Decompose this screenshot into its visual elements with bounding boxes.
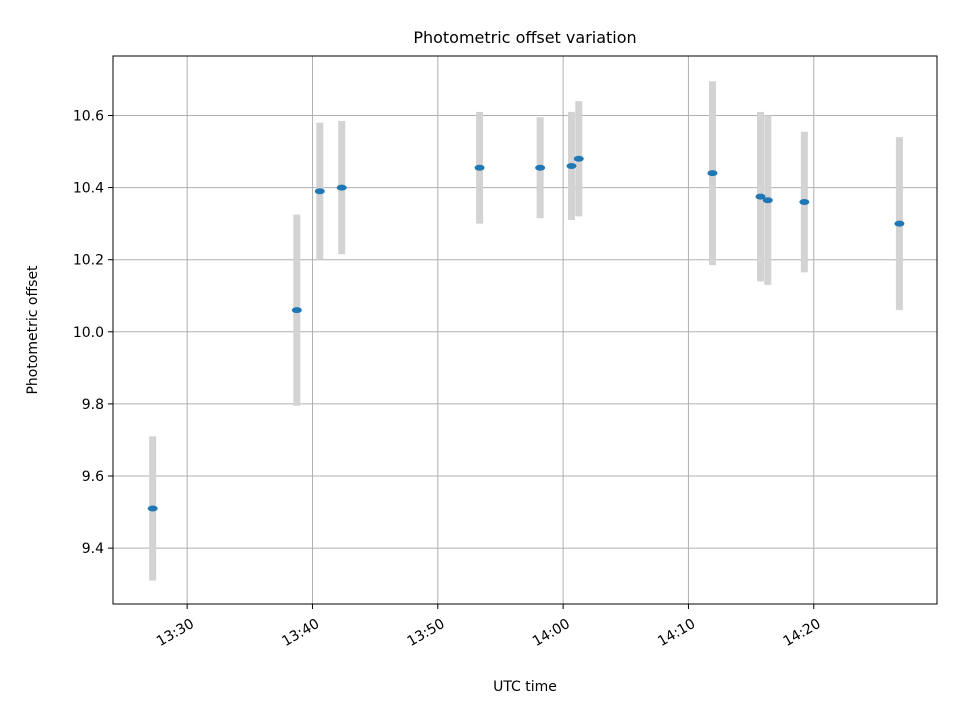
data-point — [799, 199, 810, 206]
x-tick-label: 13:30 — [154, 616, 197, 650]
x-tick-label: 14:20 — [781, 616, 824, 650]
data-point — [535, 164, 546, 171]
grid — [113, 56, 937, 604]
x-tick-label: 14:00 — [530, 616, 573, 650]
data-point — [291, 307, 302, 314]
y-tick-label: 9.6 — [82, 469, 104, 485]
data-point — [314, 188, 325, 195]
data-point — [755, 193, 766, 200]
data-point — [566, 162, 577, 169]
y-tick-label: 10.2 — [73, 253, 104, 269]
y-axis-ticks: 9.4 9.6 9.8 10.0 10.2 10.4 10.6 — [73, 108, 113, 557]
y-tick-label: 10.6 — [73, 108, 104, 124]
plot-frame — [112, 55, 938, 605]
y-tick-label: 9.4 — [82, 541, 104, 557]
y-tick-label: 10.4 — [73, 181, 104, 197]
error-bars — [149, 81, 903, 581]
data-point — [894, 220, 905, 227]
chart-title: Photometric offset variation — [413, 28, 636, 47]
data-point — [573, 155, 584, 162]
data-point — [707, 170, 718, 177]
data-points — [147, 155, 905, 512]
x-tick-label: 13:40 — [279, 616, 322, 650]
data-point — [336, 184, 347, 191]
y-tick-label: 10.0 — [73, 325, 104, 341]
x-tick-label: 14:10 — [655, 616, 698, 650]
x-tick-label: 13:50 — [405, 616, 448, 650]
y-tick-label: 9.8 — [82, 397, 104, 413]
y-axis-label: Photometric offset — [25, 265, 41, 395]
x-axis-ticks: 13:30 13:40 13:50 14:00 14:10 14:20 — [154, 604, 824, 650]
x-axis-label: UTC time — [493, 679, 557, 695]
data-point — [762, 197, 773, 204]
data-point — [147, 505, 158, 512]
data-point — [474, 164, 485, 171]
